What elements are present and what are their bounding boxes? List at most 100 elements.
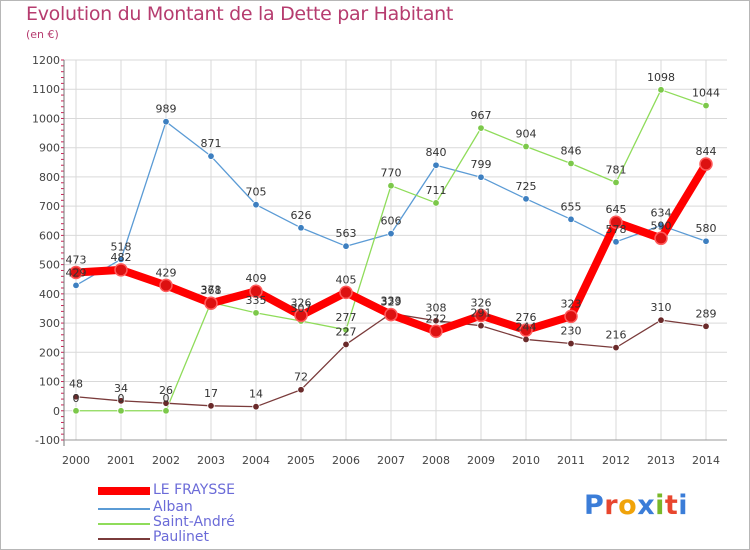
x-tick-label: 2002 (152, 454, 180, 467)
data-point (72, 407, 80, 415)
data-point (162, 117, 170, 126)
data-point (567, 339, 575, 348)
data-point (609, 215, 623, 229)
data-label: 216 (606, 329, 627, 342)
data-label: 310 (651, 301, 672, 314)
y-tick-label: 800 (39, 171, 60, 184)
data-label: 335 (246, 294, 267, 307)
data-label: 230 (561, 325, 582, 338)
legend-label-alban: Alban (153, 499, 193, 515)
data-point (654, 231, 668, 246)
data-label: 329 (381, 296, 402, 309)
data-point (699, 157, 713, 171)
data-point (432, 317, 440, 325)
y-tick-label: 300 (39, 317, 60, 330)
data-label: 429 (156, 266, 177, 279)
y-tick-label: 700 (39, 200, 60, 213)
y-tick-label: -100 (35, 434, 60, 447)
data-label: 844 (696, 145, 717, 158)
y-tick-label: 500 (39, 259, 60, 272)
data-point (252, 309, 260, 317)
data-point (117, 407, 125, 415)
data-point (114, 263, 128, 277)
data-label: 368 (201, 284, 222, 297)
data-label: 272 (426, 312, 447, 325)
data-point (432, 161, 440, 169)
data-point (429, 324, 443, 339)
data-label: 326 (471, 296, 492, 309)
data-point (567, 215, 575, 224)
chart-unit: (en €) (26, 28, 59, 41)
y-tick-label: 600 (39, 229, 60, 242)
data-label: 590 (651, 219, 672, 232)
data-point (69, 265, 83, 280)
x-tick-label: 2010 (512, 454, 540, 467)
proxiti-logo: Proxiti (584, 490, 688, 521)
data-label: 291 (471, 307, 492, 320)
data-point (567, 159, 575, 168)
data-label: 967 (471, 109, 492, 122)
data-point (477, 173, 485, 181)
logo-letter: i (678, 490, 689, 521)
data-point (252, 200, 260, 209)
data-label: 725 (516, 180, 537, 193)
data-label: 1044 (692, 87, 720, 100)
data-point (342, 326, 350, 334)
data-label: 0 (118, 392, 125, 405)
data-point (564, 309, 578, 324)
y-tick-label: 200 (39, 346, 60, 359)
y-tick-label: 1000 (32, 112, 60, 125)
y-tick-label: 400 (39, 288, 60, 301)
logo-letter: i (655, 490, 665, 521)
data-label: 429 (66, 266, 87, 279)
legend-swatch-paulinet (98, 538, 150, 540)
x-tick-label: 2011 (557, 454, 585, 467)
data-point (477, 124, 485, 132)
data-point (657, 86, 665, 94)
data-point (387, 181, 395, 190)
legend-label-saint-andre: Saint-André (153, 514, 235, 530)
data-point (339, 285, 353, 300)
data-label: 711 (426, 184, 447, 197)
data-point (519, 323, 533, 337)
data-label: 409 (246, 272, 267, 285)
data-point (432, 199, 440, 207)
data-label: 770 (381, 167, 402, 180)
data-point (162, 407, 170, 415)
data-point (612, 178, 620, 187)
data-label: 518 (111, 240, 132, 253)
x-tick-label: 2000 (62, 454, 90, 467)
data-label: 580 (696, 222, 717, 235)
chart-title: Evolution du Montant de la Dette par Hab… (26, 3, 454, 25)
data-point (342, 340, 350, 349)
data-point (522, 335, 530, 344)
logo-letter: x (637, 490, 656, 521)
data-label: 14 (249, 388, 263, 401)
data-label: 308 (426, 302, 447, 315)
data-label: 473 (66, 254, 87, 267)
data-label: 705 (246, 186, 267, 199)
data-label: 0 (73, 392, 80, 405)
data-label: 578 (606, 223, 627, 236)
data-label: 799 (471, 158, 492, 171)
data-point (702, 101, 710, 110)
data-label: 606 (381, 215, 402, 228)
data-point (384, 307, 398, 322)
data-point (159, 278, 173, 293)
y-tick-label: 0 (53, 405, 60, 418)
data-point (522, 195, 530, 203)
x-tick-label: 2004 (242, 454, 270, 467)
data-label: 655 (561, 200, 582, 213)
y-tick-label: 900 (39, 142, 60, 155)
data-point (387, 229, 395, 238)
data-label: 276 (516, 311, 537, 324)
data-point (657, 316, 665, 324)
data-point (249, 284, 263, 298)
data-point (204, 296, 218, 310)
data-point (474, 308, 488, 323)
x-tick-label: 2007 (377, 454, 405, 467)
data-label: 307 (291, 302, 312, 315)
legend-swatch-le-fraysse (98, 487, 150, 495)
data-point (702, 322, 710, 330)
data-label: 34 (114, 382, 128, 395)
